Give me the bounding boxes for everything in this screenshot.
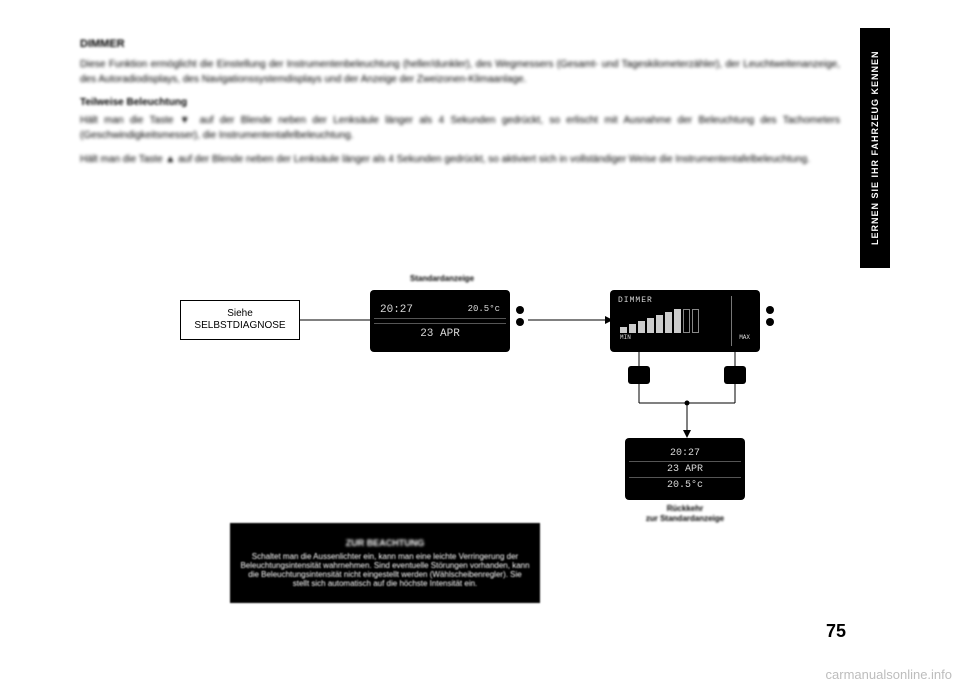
lcd-dimmer: DIMMER MIN MAX <box>610 290 760 352</box>
lcd-standard: 20:27 20.5°c 23 APR <box>370 290 510 352</box>
return-temp: 20.5°c <box>667 480 703 491</box>
watermark: carmanualsonline.info <box>826 667 952 682</box>
diagram: Standardanzeige Siehe SELBSTDIAGNOSE 20:… <box>80 258 840 588</box>
dimmer-bars <box>614 307 756 333</box>
note-title: ZUR BEACHTUNG <box>240 538 530 548</box>
lcd-return: 20:27 23 APR 20.5°c <box>625 438 745 500</box>
square-button-minus[interactable] <box>628 366 650 384</box>
lcd-time: 20:27 <box>380 304 413 316</box>
note-box: ZUR BEACHTUNG Schaltet man die Aussenlic… <box>230 523 540 603</box>
button-dot[interactable] <box>516 306 524 314</box>
button-dot[interactable] <box>766 318 774 326</box>
selfdiagnosis-box: Siehe SELBSTDIAGNOSE <box>180 300 300 340</box>
lcd-temp: 20.5°c <box>468 304 500 316</box>
return-date: 23 APR <box>629 462 741 478</box>
square-button-plus[interactable] <box>724 366 746 384</box>
selfdiagnosis-line1: Siehe <box>227 308 253 320</box>
return-label-2: zur Standardanzeige <box>635 514 735 524</box>
heading-dimmer: DIMMER <box>80 38 840 50</box>
paragraph-3: Hält man die Taste ▲ auf der Blende nebe… <box>80 153 840 168</box>
return-label-1: Rückkehr <box>635 504 735 514</box>
return-label: Rückkehr zur Standardanzeige <box>635 504 735 523</box>
return-time: 20:27 <box>629 446 741 462</box>
dimmer-buttons <box>766 306 774 326</box>
selfdiagnosis-line2: SELBSTDIAGNOSE <box>194 320 285 332</box>
button-dot[interactable] <box>766 306 774 314</box>
note-body: Schaltet man die Aussenlichter ein, kann… <box>240 552 530 588</box>
dimmer-max-label: MAX <box>739 334 750 341</box>
dimmer-title: DIMMER <box>614 294 756 307</box>
button-dot[interactable] <box>516 318 524 326</box>
label-standard-display: Standardanzeige <box>410 274 474 283</box>
side-tab: LERNEN SIE IHR FAHRZEUG KENNEN <box>860 28 890 268</box>
page: LERNEN SIE IHR FAHRZEUG KENNEN DIMMER Di… <box>40 28 890 658</box>
lcd1-buttons <box>516 306 524 326</box>
subheading-partial: Teilweise Beleuchtung <box>80 97 840 108</box>
page-number: 75 <box>826 621 846 642</box>
lcd-date: 23 APR <box>374 323 506 340</box>
paragraph-2: Hält man die Taste ▼ auf der Blende nebe… <box>80 114 840 143</box>
content-area: DIMMER Diese Funktion ermöglicht die Ein… <box>80 38 840 178</box>
dimmer-min-label: MIN <box>620 334 631 341</box>
paragraph-1: Diese Funktion ermöglicht die Einstellun… <box>80 58 840 87</box>
